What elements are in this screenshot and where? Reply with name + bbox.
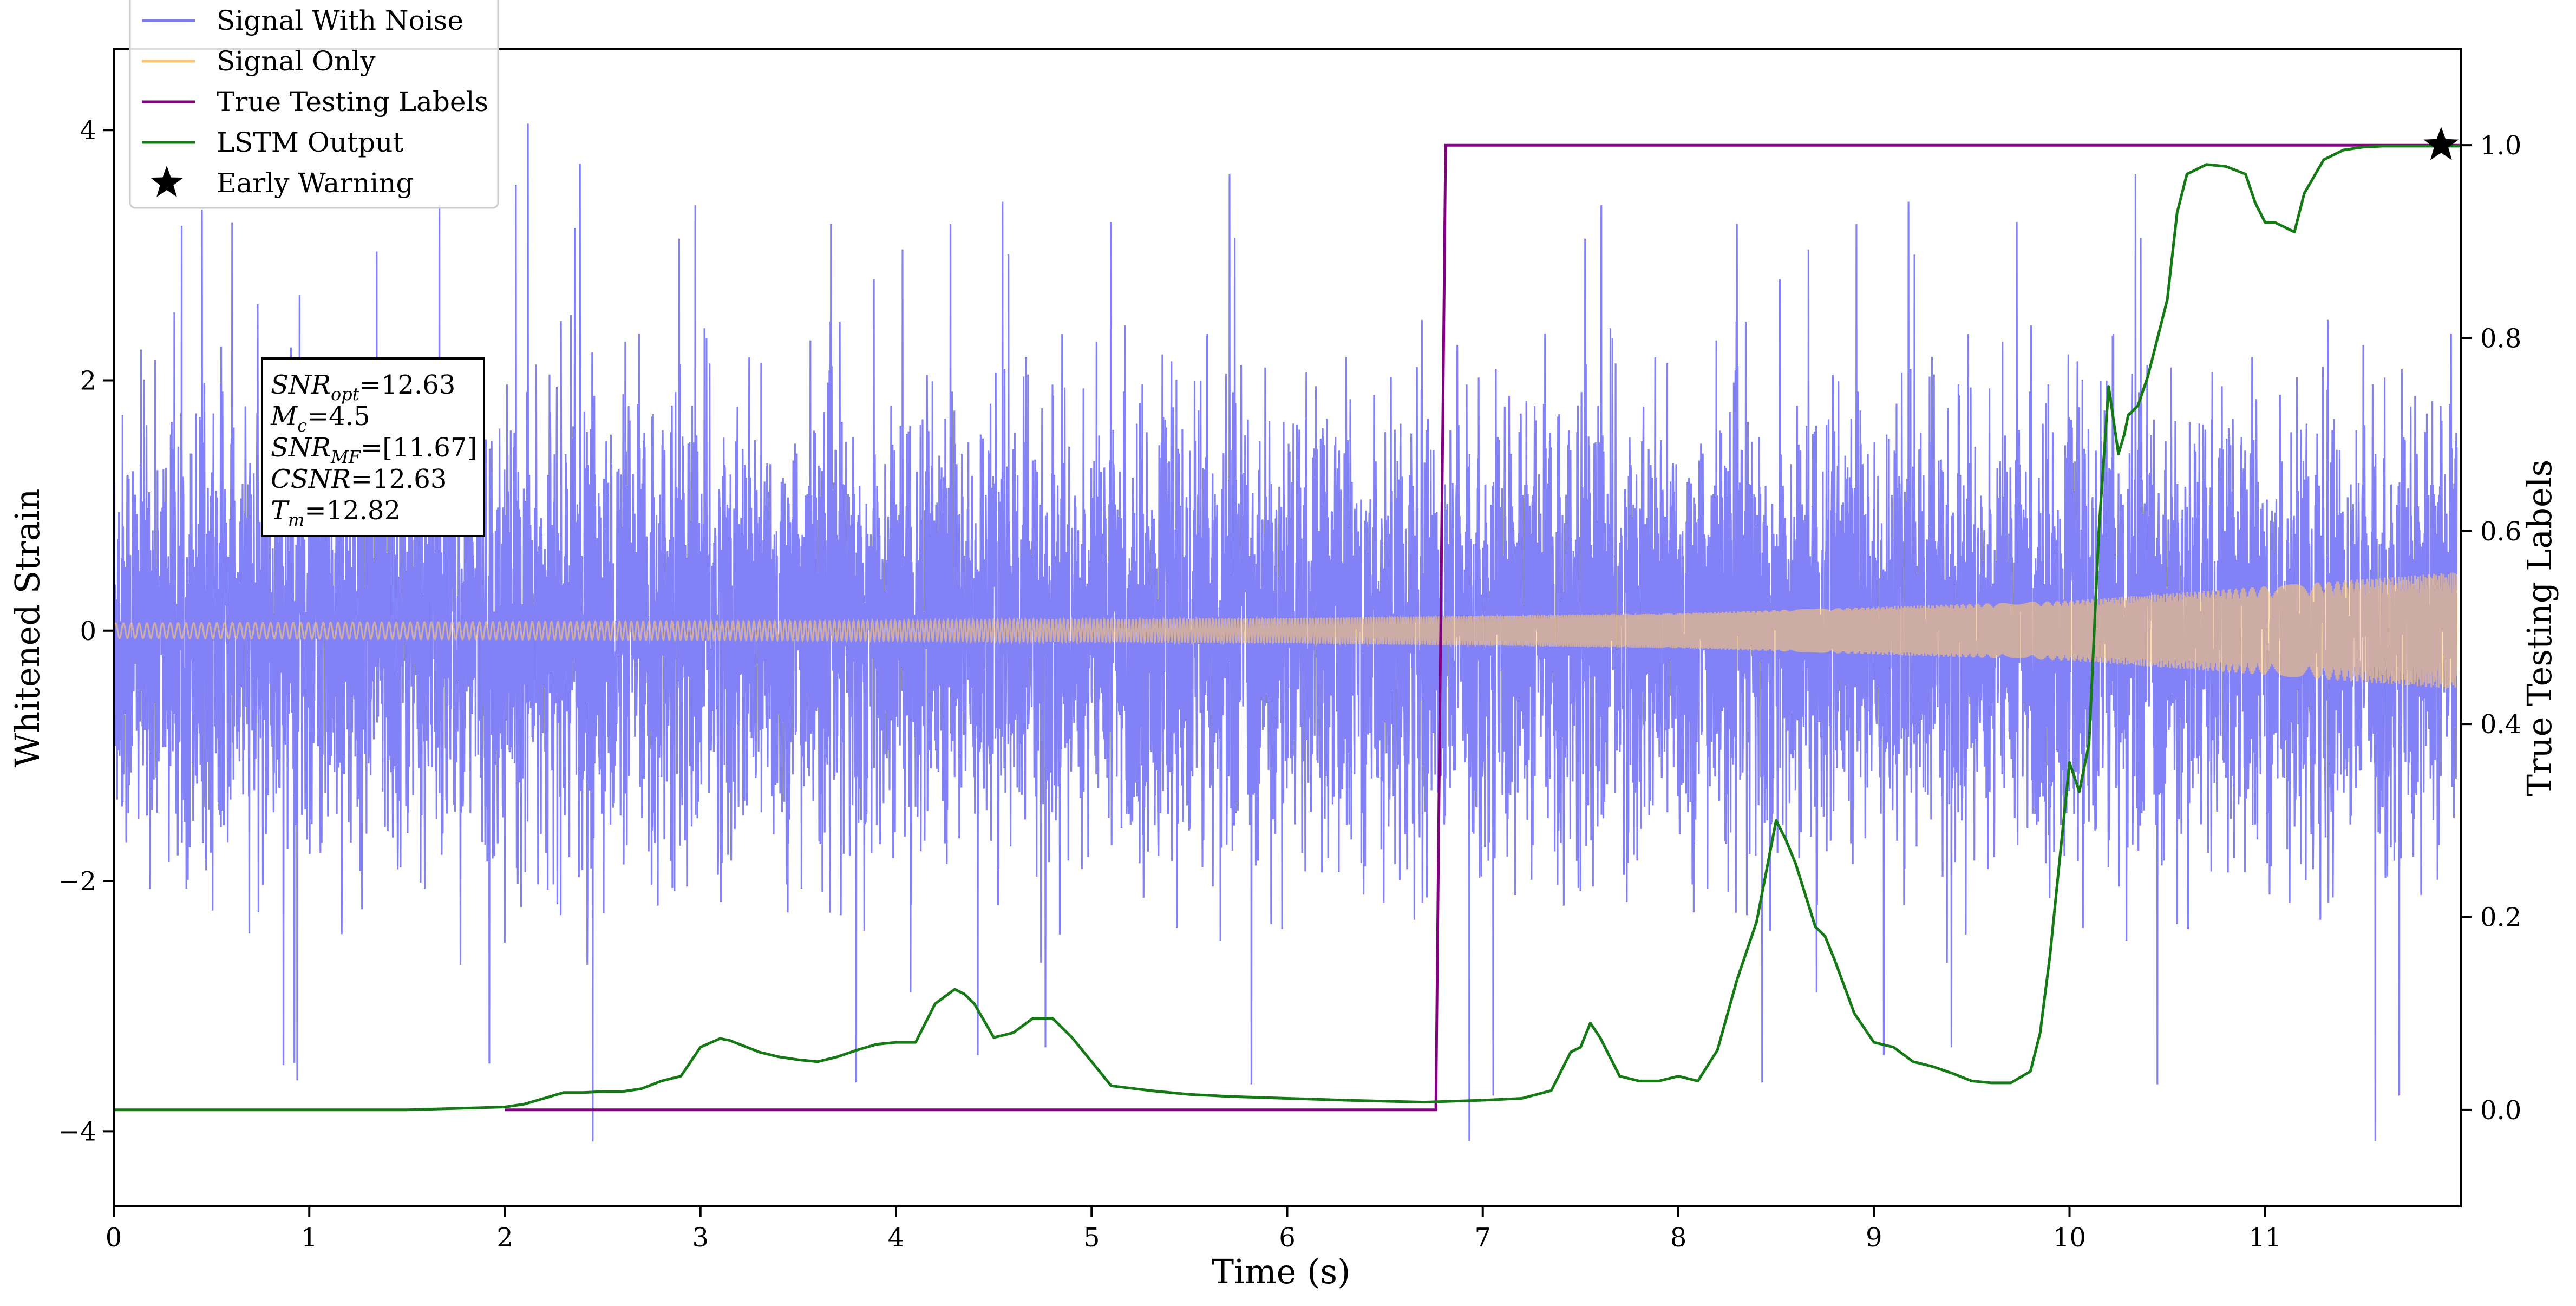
y-left-tick-label: 4 (80, 115, 96, 146)
x-tick-label: 0 (106, 1223, 122, 1253)
legend-label: True Testing Labels (217, 86, 488, 117)
x-tick-label: 6 (1279, 1223, 1296, 1253)
signal-only-line (114, 572, 2458, 689)
annotation-line: Mc=4.5 (270, 401, 370, 436)
legend-items: Signal With Noise Signal Only True Testing… (142, 5, 488, 199)
legend-star-icon (150, 166, 184, 197)
early-warning-star-icon (2423, 127, 2459, 160)
early-warning-marker (2423, 127, 2459, 160)
legend-label: Signal Only (217, 45, 376, 77)
annotation-line: SNRopt=12.63 (271, 370, 455, 404)
y-axis-right-label: True Testing Labels (2520, 460, 2559, 797)
y-right-tick-label: 0.0 (2480, 1095, 2521, 1126)
x-tick-label: 9 (1866, 1223, 1882, 1253)
annotation-frame (261, 357, 485, 537)
x-tick-label: 3 (692, 1223, 709, 1253)
plot-area (114, 123, 2461, 1142)
legend: Signal With Noise Signal Only True Testing… (129, 0, 499, 209)
legend-label: Signal With Noise (217, 5, 463, 36)
signal-only-series (114, 572, 2458, 689)
legend-frame (129, 0, 499, 209)
y-axis-right: 1.0 0.8 0.6 0.4 0.2 0.0 (2461, 130, 2521, 1126)
x-axis: 0 1 2 3 4 5 6 7 8 9 10 11 (106, 1206, 2281, 1253)
true-testing-labels-series (505, 143, 2461, 1112)
lstm-output-line (114, 145, 2461, 1112)
annotation-line: Tm=12.82 (271, 495, 401, 530)
y-right-tick-label: 1.0 (2480, 130, 2521, 161)
y-axis-left-label: Whitened Strain (8, 489, 47, 768)
x-axis-label: Time (s) (1212, 1252, 1351, 1291)
y-left-tick-label: −2 (58, 866, 96, 897)
x-tick-label: 1 (301, 1223, 318, 1253)
y-left-tick-label: 2 (80, 366, 96, 396)
x-tick-label: 7 (1474, 1223, 1491, 1253)
x-tick-label: 2 (496, 1223, 513, 1253)
x-tick-label: 11 (2248, 1223, 2281, 1253)
x-tick-label: 8 (1670, 1223, 1687, 1253)
annotation-text: SNRopt=12.63Mc=4.5SNRMF=[11.67]CSNR=12.6… (270, 370, 477, 530)
y-axis-left: 4 2 0 −2 −4 (58, 115, 114, 1147)
annotation-box: SNRopt=12.63Mc=4.5SNRMF=[11.67]CSNR=12.6… (261, 357, 485, 537)
lstm-output-series (114, 145, 2461, 1112)
y-right-tick-label: 0.6 (2480, 517, 2521, 547)
annotation-line: SNRMF=[11.67] (271, 433, 477, 467)
y-right-tick-label: 0.2 (2480, 903, 2521, 933)
x-tick-label: 10 (2053, 1223, 2086, 1253)
y-left-tick-label: −4 (58, 1116, 96, 1147)
legend-label: Early Warning (217, 167, 414, 199)
x-tick-label: 4 (888, 1223, 905, 1253)
true-testing-labels-line (505, 143, 2461, 1112)
y-left-tick-label: 0 (80, 616, 96, 647)
legend-label: LSTM Output (217, 127, 403, 158)
y-right-tick-label: 0.8 (2480, 324, 2521, 354)
annotation-line: CSNR=12.63 (271, 464, 447, 494)
y-right-tick-label: 0.4 (2480, 709, 2521, 740)
x-tick-label: 5 (1083, 1223, 1100, 1253)
